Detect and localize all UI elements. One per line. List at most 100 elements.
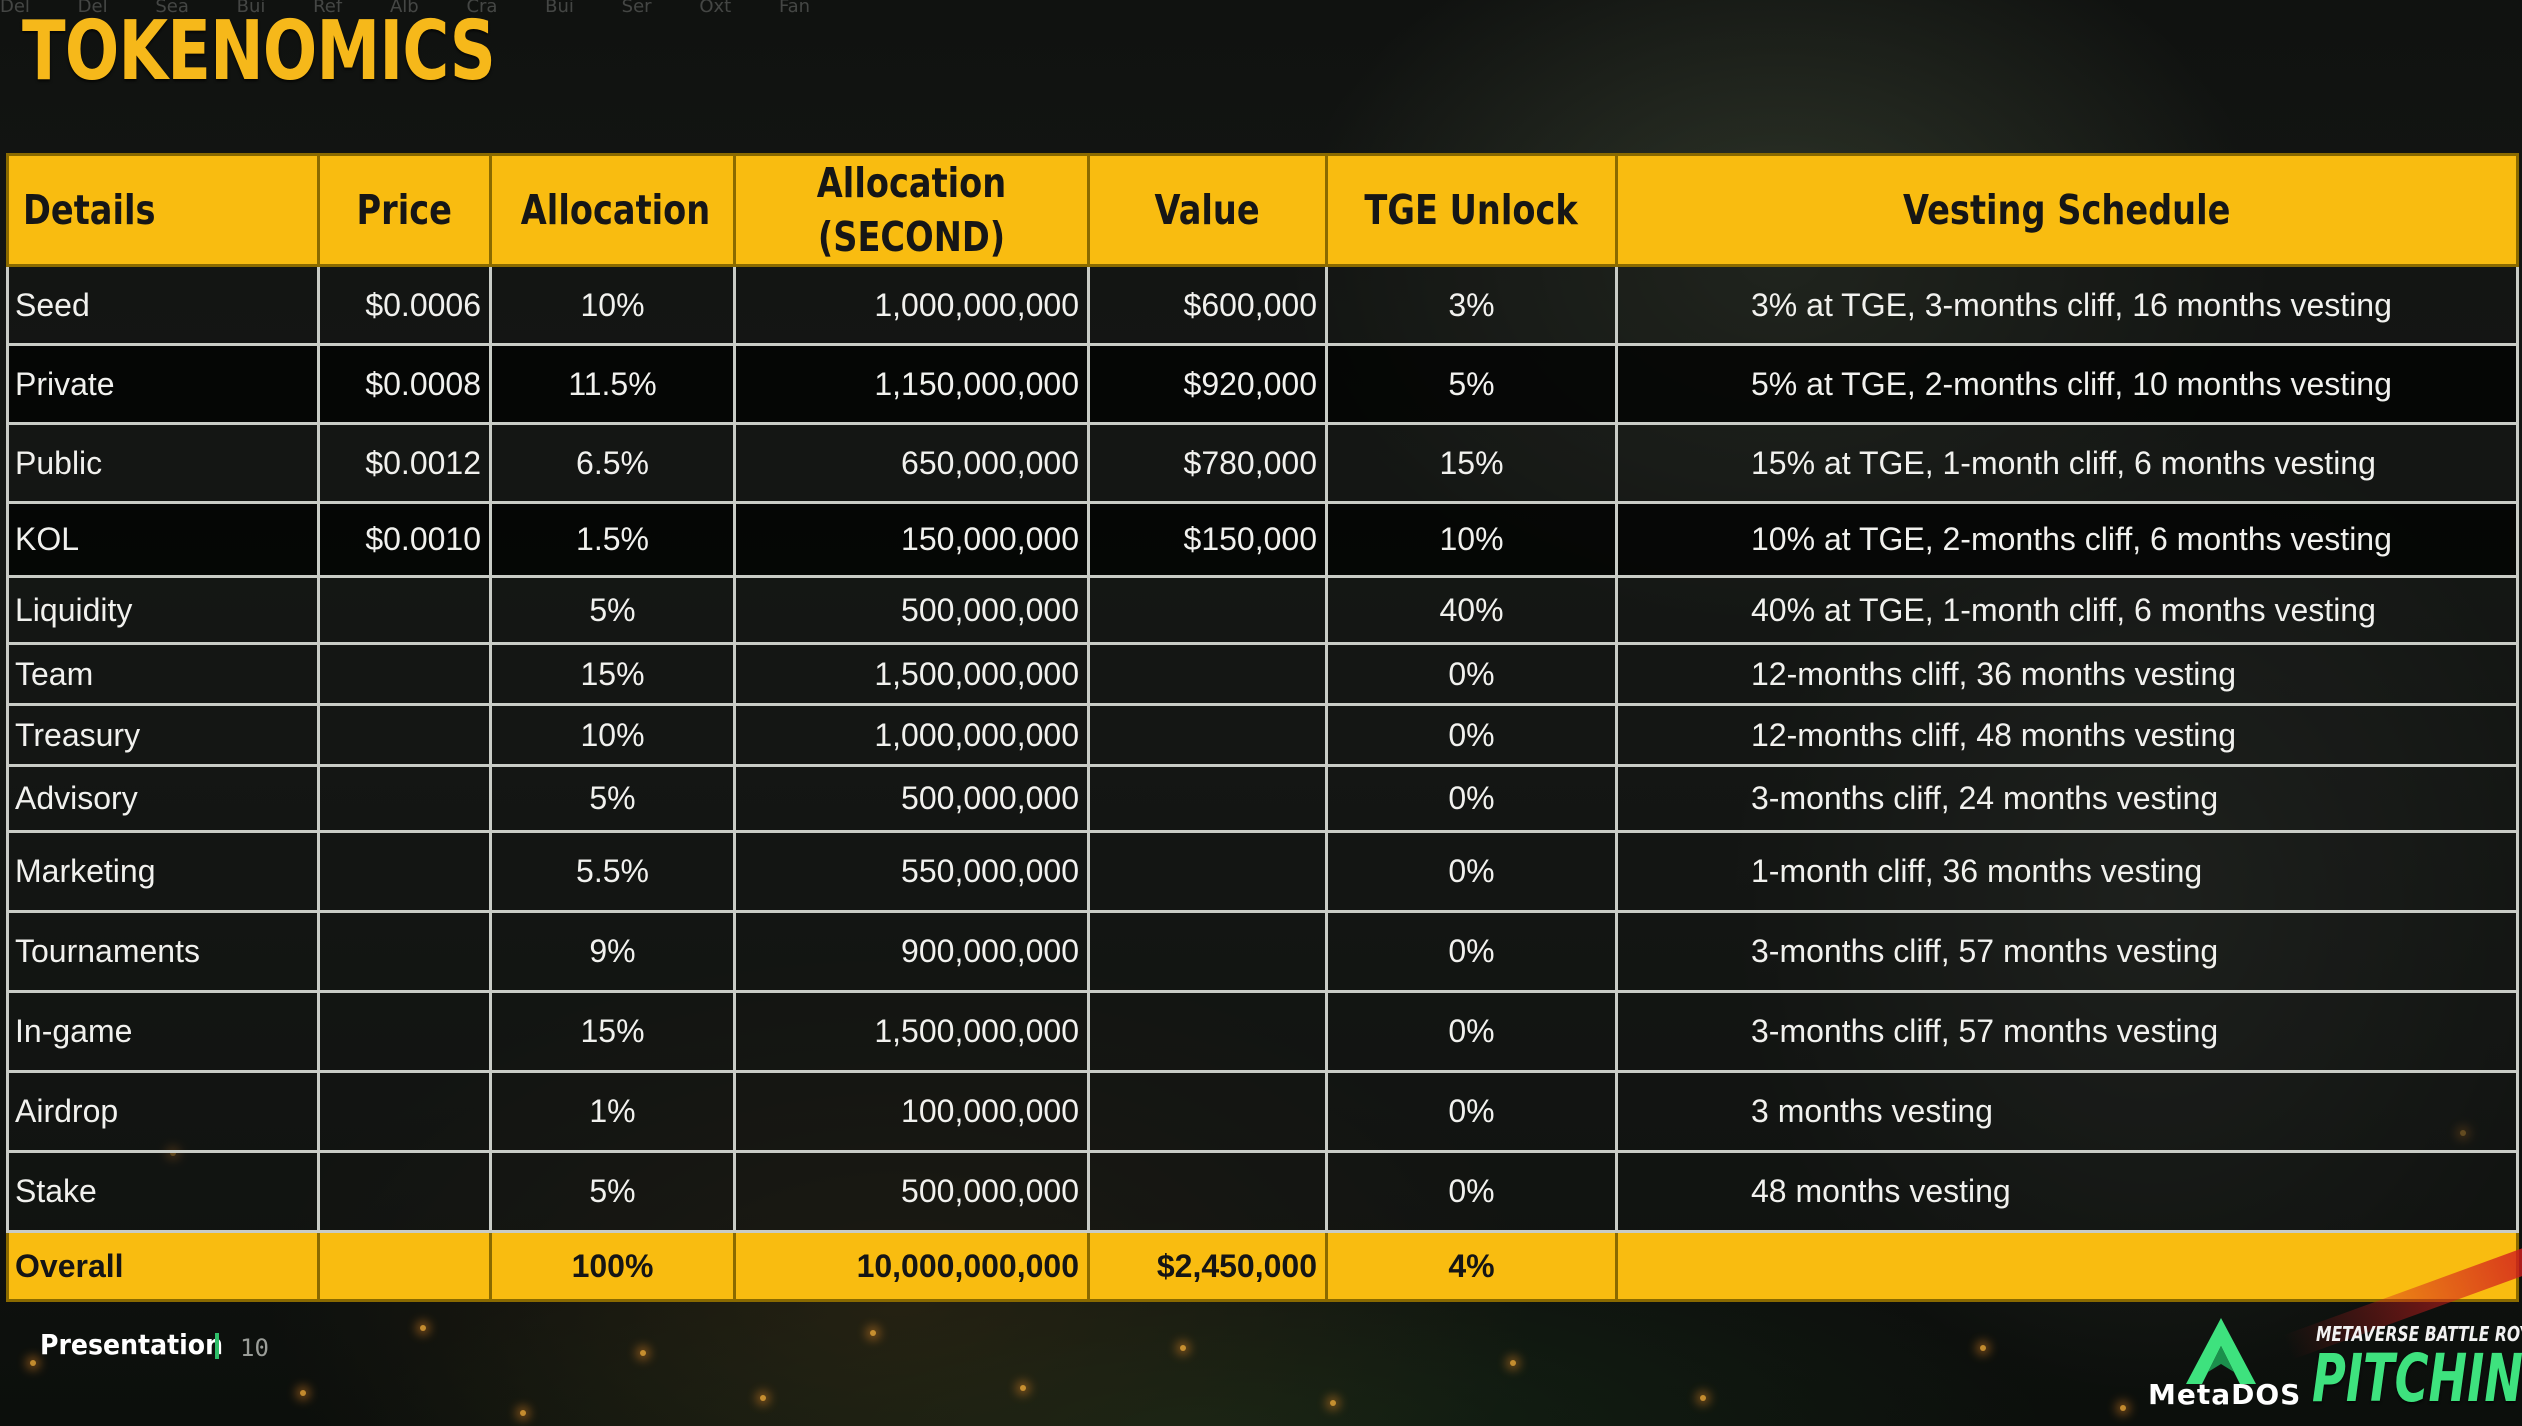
cell-tge-unlock: 0% [1325, 764, 1618, 833]
table-row: Airdrop 1% 100,000,000 0% 3 months vesti… [6, 1070, 2519, 1153]
cell-value [1087, 764, 1328, 833]
cell-allocation-second: 500,000,000 [733, 764, 1090, 833]
cell-vesting-schedule: 10% at TGE, 2-months cliff, 6 months ves… [1615, 501, 2519, 578]
column-header-allocation-second: Allocation (SECOND) [733, 153, 1090, 267]
cell-details: Liquidity [6, 575, 320, 645]
cell-allocation-second: 100,000,000 [733, 1070, 1090, 1153]
ghost-item: Oxt [699, 0, 732, 17]
ghost-item: Del [77, 0, 108, 17]
cell-vesting-schedule: 12-months cliff, 48 months vesting [1615, 703, 2519, 767]
cell-value: $600,000 [1087, 264, 1328, 346]
cell-value [1087, 990, 1328, 1073]
cell-value: $2,450,000 [1087, 1230, 1328, 1302]
cell-price [317, 830, 492, 913]
cell-allocation-second: 550,000,000 [733, 830, 1090, 913]
cell-tge-unlock: 0% [1325, 990, 1618, 1073]
footer-divider [215, 1333, 219, 1359]
cell-tge-unlock: 0% [1325, 830, 1618, 913]
cell-value [1087, 642, 1328, 706]
cell-details: Public [6, 422, 320, 504]
ghost-item: Ser [621, 0, 652, 17]
cell-allocation: 9% [489, 910, 736, 993]
overall-row: Overall 100% 10,000,000,000 $2,450,000 4… [6, 1230, 2519, 1302]
cell-allocation: 15% [489, 642, 736, 706]
table-row: Private $0.0008 11.5% 1,150,000,000 $920… [6, 343, 2519, 425]
cell-allocation: 5% [489, 764, 736, 833]
ghost-item: Sea [155, 0, 189, 17]
cell-tge-unlock: 0% [1325, 642, 1618, 706]
column-header-label: Details [23, 186, 156, 234]
table-row: Stake 5% 500,000,000 0% 48 months vestin… [6, 1150, 2519, 1233]
column-header-details: Details [6, 153, 320, 267]
cell-price [317, 1230, 492, 1302]
cell-price [317, 910, 492, 993]
page-number: 10 [240, 1334, 269, 1362]
ghost-toolbar: Del Del Sea Bui Ref Alb Cra Bui Ser Oxt … [0, 0, 2522, 18]
cell-allocation: 6.5% [489, 422, 736, 504]
cell-details: Stake [6, 1150, 320, 1233]
cell-value [1087, 575, 1328, 645]
cell-allocation-second: 1,500,000,000 [733, 990, 1090, 1073]
cell-tge-unlock: 0% [1325, 1070, 1618, 1153]
table-header-row: Details Price Allocation Allocation (SEC… [6, 153, 2519, 267]
cell-price [317, 575, 492, 645]
cell-tge-unlock: 10% [1325, 501, 1618, 578]
cell-allocation: 11.5% [489, 343, 736, 425]
cell-value [1087, 910, 1328, 993]
cell-tge-unlock: 0% [1325, 1150, 1618, 1233]
ghost-item: Alb [389, 0, 419, 17]
ghost-item: Ref [313, 0, 343, 17]
cell-allocation: 5% [489, 575, 736, 645]
cell-allocation: 5.5% [489, 830, 736, 913]
ghost-item: Bui [236, 0, 266, 17]
cell-details: Tournaments [6, 910, 320, 993]
cell-allocation-second: 10,000,000,000 [733, 1230, 1090, 1302]
cell-price [317, 642, 492, 706]
table-row: In-game 15% 1,500,000,000 0% 3-months cl… [6, 990, 2519, 1073]
cell-price: $0.0012 [317, 422, 492, 504]
ghost-item: Bui [545, 0, 574, 17]
column-header-label: Allocation (SECOND) [816, 159, 1007, 261]
cell-allocation: 10% [489, 264, 736, 346]
metados-logo-icon [2186, 1318, 2256, 1384]
cell-value [1087, 830, 1328, 913]
cell-allocation: 15% [489, 990, 736, 1073]
cell-tge-unlock: 0% [1325, 910, 1618, 993]
table-row: Liquidity 5% 500,000,000 40% 40% at TGE,… [6, 575, 2519, 645]
cell-price [317, 1070, 492, 1153]
table-row: KOL $0.0010 1.5% 150,000,000 $150,000 10… [6, 501, 2519, 578]
column-header-allocation: Allocation [489, 153, 736, 267]
cell-price: $0.0006 [317, 264, 492, 346]
cell-vesting-schedule: 40% at TGE, 1-month cliff, 6 months vest… [1615, 575, 2519, 645]
pitching-title: PITCHING [2312, 1340, 2522, 1417]
column-header-tge-unlock: TGE Unlock [1325, 153, 1618, 267]
cell-allocation-second: 650,000,000 [733, 422, 1090, 504]
cell-price [317, 764, 492, 833]
cell-vesting-schedule: 3-months cliff, 57 months vesting [1615, 910, 2519, 993]
cell-details: Airdrop [6, 1070, 320, 1153]
cell-allocation-second: 1,500,000,000 [733, 642, 1090, 706]
table-row: Advisory 5% 500,000,000 0% 3-months clif… [6, 764, 2519, 833]
cell-details: Seed [6, 264, 320, 346]
table-row: Tournaments 9% 900,000,000 0% 3-months c… [6, 910, 2519, 993]
cell-vesting-schedule: 15% at TGE, 1-month cliff, 6 months vest… [1615, 422, 2519, 504]
cell-allocation-second: 500,000,000 [733, 575, 1090, 645]
cell-value: $920,000 [1087, 343, 1328, 425]
cell-vesting-schedule: 3-months cliff, 24 months vesting [1615, 764, 2519, 833]
cell-tge-unlock: 3% [1325, 264, 1618, 346]
table-row: Team 15% 1,500,000,000 0% 12-months clif… [6, 642, 2519, 706]
cell-vesting-schedule: 48 months vesting [1615, 1150, 2519, 1233]
cell-allocation-second: 1,150,000,000 [733, 343, 1090, 425]
cell-details: KOL [6, 501, 320, 578]
column-header-value: Value [1087, 153, 1328, 267]
cell-vesting-schedule: 3 months vesting [1615, 1070, 2519, 1153]
column-header-price: Price [317, 153, 492, 267]
table-row: Public $0.0012 6.5% 650,000,000 $780,000… [6, 422, 2519, 504]
cell-price [317, 703, 492, 767]
logo-wordmark: MetaDOS [2148, 1378, 2302, 1411]
cell-value [1087, 1150, 1328, 1233]
cell-vesting-schedule [1615, 1230, 2519, 1302]
cell-price: $0.0008 [317, 343, 492, 425]
cell-allocation: 10% [489, 703, 736, 767]
